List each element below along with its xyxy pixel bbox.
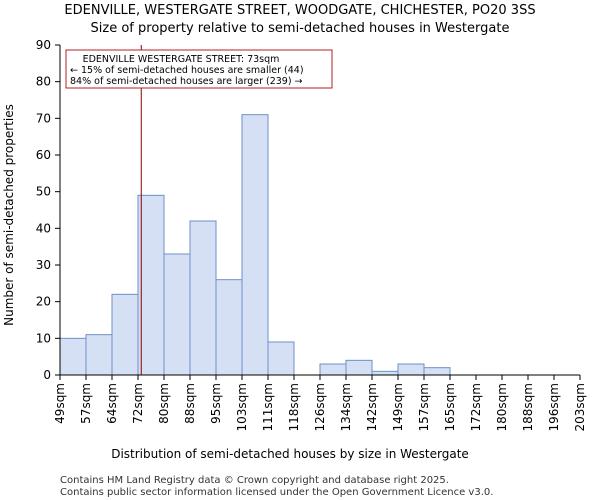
x-tick-label: 149sqm [391,383,405,431]
y-tick-label: 80 [36,75,51,89]
y-tick-label: 0 [43,368,51,382]
footer-line1: Contains HM Land Registry data © Crown c… [60,475,449,486]
annotation-line1: EDENVILLE WESTERGATE STREET: 73sqm [83,54,280,65]
x-tick-label: 165sqm [443,383,457,431]
y-tick-label: 30 [36,258,51,272]
y-axis-label: Number of semi-detached properties [2,104,16,326]
x-tick-label: 188sqm [521,383,535,431]
footer-line2: Contains public sector information licen… [60,487,493,498]
bar [423,367,451,376]
bar [319,363,347,376]
y-axis: 0 10 20 30 40 50 60 70 80 90 [36,38,61,382]
x-axis: 49sqm 57sqm 64sqm 72sqm 80sqm 88sqm 95sqm 103sq… [53,374,587,431]
y-tick-label: 50 [36,185,51,199]
x-tick-label: 142sqm [365,383,379,431]
annotation-border [65,49,333,89]
y-tick-label: 90 [36,38,51,52]
x-tick-label: 80sqm [157,383,171,424]
bar [163,253,191,376]
x-tick-label: 103sqm [235,383,249,431]
bar [59,337,87,376]
chart-title-line2: Size of property relative to semi-detach… [91,21,510,36]
x-tick-label: 180sqm [495,383,509,431]
x-tick-label: 72sqm [131,383,145,424]
x-tick-label: 126sqm [313,383,327,431]
bar [397,363,425,376]
y-tick-label: 20 [36,295,51,309]
annotation-line3: 84% of semi-detached houses are larger (… [70,76,303,87]
x-tick-label: 88sqm [183,383,197,424]
chart-title-line1: EDENVILLE, WESTERGATE STREET, WOODGATE, … [64,3,535,18]
bar [189,220,217,376]
y-tick-label: 70 [36,111,51,125]
bar [371,370,399,376]
x-tick-label: 172sqm [469,383,483,431]
x-tick-label: 64sqm [105,383,119,424]
bar [345,359,373,376]
y-tick-label: 40 [36,221,51,235]
bar [85,334,113,376]
annotation-box: EDENVILLE WESTERGATE STREET: 73sqm ← 15%… [65,49,333,89]
x-tick-label: 95sqm [209,383,223,424]
x-tick-label: 203sqm [573,383,587,431]
x-tick-label: 49sqm [53,383,67,424]
bar [241,114,269,376]
bar [111,293,139,376]
x-axis-label: Distribution of semi-detached houses by … [111,447,469,461]
bar [215,279,243,376]
bar [137,194,165,376]
x-tick-label: 57sqm [79,383,93,424]
bar [267,341,295,376]
bars-group [59,114,451,376]
x-tick-label: 118sqm [287,383,301,431]
y-tick-label: 60 [36,148,51,162]
x-tick-label: 196sqm [547,383,561,431]
x-tick-label: 111sqm [261,383,275,431]
x-tick-label: 134sqm [339,383,353,431]
x-tick-label: 157sqm [417,383,431,431]
annotation-line2: ← 15% of semi-detached houses are smalle… [70,65,304,76]
y-tick-label: 10 [36,331,51,345]
